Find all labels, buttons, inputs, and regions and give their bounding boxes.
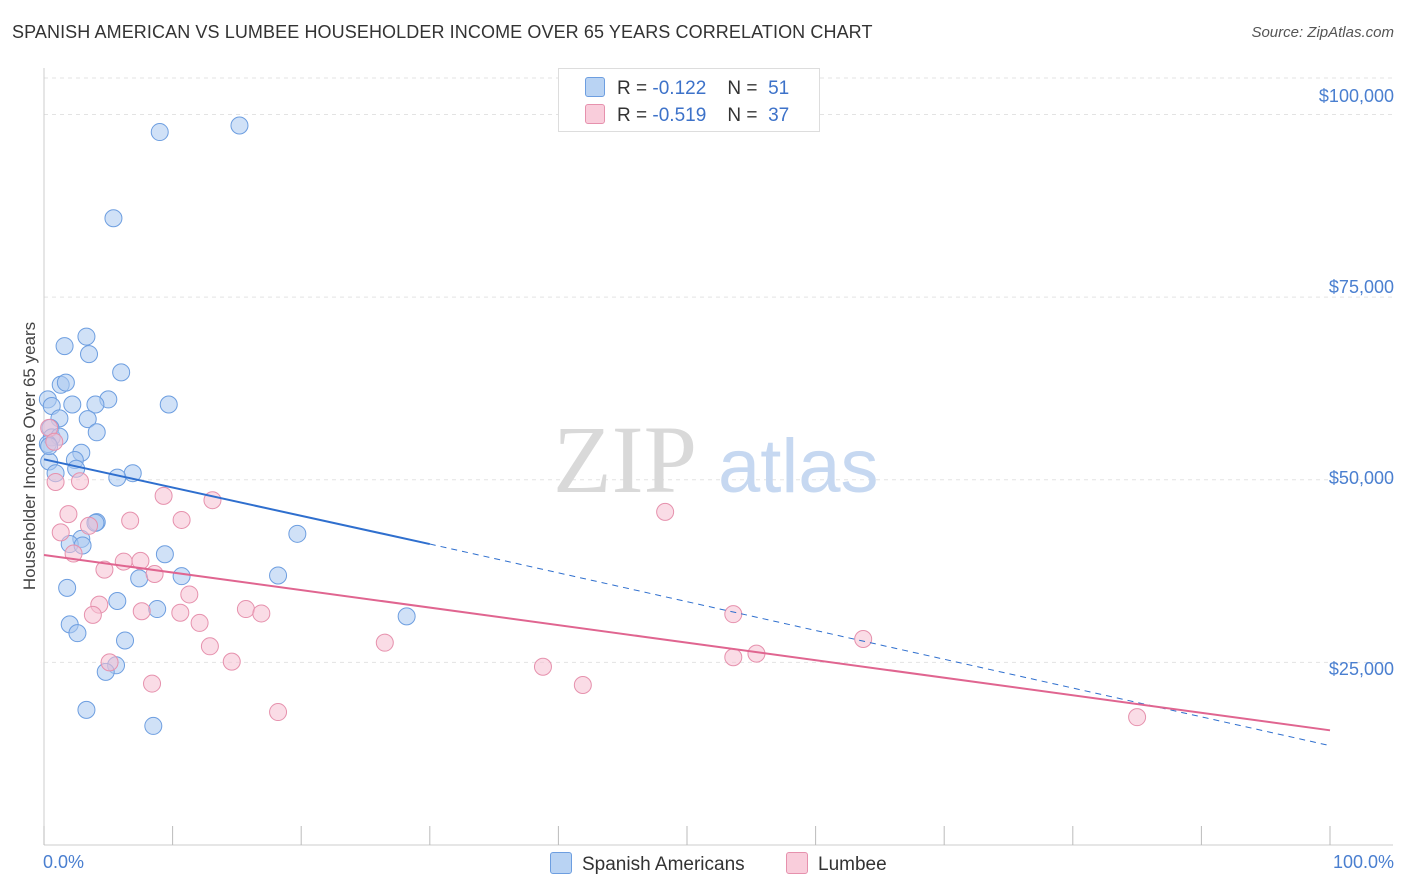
lumbee-point bbox=[222, 652, 241, 671]
lumbee-point bbox=[143, 674, 162, 693]
spanish-american-point bbox=[63, 395, 82, 414]
lumbee-point bbox=[252, 604, 271, 623]
spanish-american-point bbox=[56, 373, 75, 392]
stats-legend: R = -0.122 N = 51 R = -0.519 N = 37 bbox=[558, 68, 820, 132]
y-tick-label: $75,000 bbox=[1328, 277, 1394, 297]
watermark-zip: ZIP bbox=[553, 406, 697, 513]
spanish-american-point bbox=[58, 578, 77, 597]
spanish-american-point bbox=[86, 395, 105, 414]
x-tick-label-min: 0.0% bbox=[43, 852, 85, 872]
legend-swatch-pink bbox=[786, 852, 808, 874]
bottom-legend-lumbee: Lumbee bbox=[786, 852, 887, 876]
legend-row-spanish-americans: R = -0.122 N = 51 bbox=[585, 77, 789, 100]
chart-source: Source: ZipAtlas.com bbox=[1251, 24, 1394, 41]
spanish-american-point bbox=[55, 337, 74, 356]
lumbee-point bbox=[59, 505, 78, 524]
lumbee-point bbox=[375, 633, 394, 652]
spanish-american-point bbox=[77, 327, 96, 346]
spanish-american-point bbox=[68, 624, 87, 643]
lumbee-point bbox=[180, 585, 199, 604]
y-tick-label: $100,000 bbox=[1318, 86, 1394, 106]
lumbee-point bbox=[724, 605, 743, 624]
spanish-american-trend-extension bbox=[429, 543, 1331, 747]
lumbee-point bbox=[46, 472, 65, 491]
spanish-american-point bbox=[87, 423, 106, 442]
spanish-american-point bbox=[172, 567, 191, 586]
n-value: 51 bbox=[768, 78, 790, 99]
lumbee-point bbox=[533, 657, 552, 676]
x-tick-label-max: 100.0% bbox=[1332, 852, 1394, 872]
spanish-american-point bbox=[269, 566, 288, 585]
lumbee-point bbox=[190, 613, 209, 632]
lumbee-point bbox=[145, 564, 164, 583]
lumbee-point bbox=[656, 502, 675, 521]
r-value: -0.519 bbox=[652, 105, 707, 126]
spanish-american-point bbox=[77, 700, 96, 719]
y-tick-label: $25,000 bbox=[1328, 659, 1394, 679]
spanish-american-point bbox=[80, 345, 99, 364]
chart-title: SPANISH AMERICAN VS LUMBEE HOUSEHOLDER I… bbox=[12, 22, 873, 42]
spanish-american-point bbox=[78, 410, 97, 429]
bottom-legend-spanish-americans: Spanish Americans bbox=[550, 852, 745, 876]
lumbee-point bbox=[1128, 708, 1147, 727]
legend-row-lumbee: R = -0.519 N = 37 bbox=[585, 104, 789, 127]
legend-swatch-blue bbox=[585, 77, 605, 97]
lumbee-point bbox=[171, 603, 190, 622]
legend-swatch-pink bbox=[585, 104, 605, 124]
lumbee-point bbox=[83, 605, 102, 624]
spanish-american-point bbox=[155, 545, 174, 564]
lumbee-point bbox=[854, 630, 873, 649]
lumbee-point bbox=[51, 523, 70, 542]
lumbee-point bbox=[236, 600, 255, 619]
spanish-american-point bbox=[144, 716, 163, 735]
lumbee-point bbox=[573, 676, 592, 695]
lumbee-point bbox=[269, 703, 288, 722]
spanish-american-point bbox=[104, 209, 123, 228]
lumbee-point bbox=[121, 511, 140, 530]
lumbee-trend-line bbox=[43, 554, 1331, 732]
lumbee-point bbox=[45, 432, 64, 451]
lumbee-point bbox=[100, 653, 119, 672]
spanish-american-point bbox=[288, 524, 307, 543]
spanish-american-point bbox=[397, 607, 416, 626]
lumbee-point bbox=[724, 648, 743, 667]
spanish-american-point bbox=[116, 631, 135, 650]
y-tick-label: $50,000 bbox=[1328, 468, 1394, 488]
n-value: 37 bbox=[768, 105, 790, 126]
lumbee-point bbox=[132, 602, 151, 621]
spanish-american-point bbox=[130, 569, 149, 588]
spanish-american-point bbox=[148, 600, 167, 619]
spanish-american-point bbox=[230, 116, 249, 135]
lumbee-point bbox=[200, 637, 219, 656]
lumbee-point bbox=[95, 560, 114, 579]
spanish-american-point bbox=[159, 395, 178, 414]
spanish-american-point bbox=[112, 363, 131, 382]
r-value: -0.122 bbox=[652, 78, 707, 99]
legend-swatch-blue bbox=[550, 852, 572, 874]
lumbee-point bbox=[71, 472, 90, 491]
lumbee-point bbox=[80, 516, 99, 535]
lumbee-point bbox=[154, 486, 173, 505]
lumbee-point bbox=[131, 551, 150, 570]
spanish-american-point bbox=[150, 123, 169, 142]
watermark-atlas: atlas bbox=[718, 424, 879, 509]
lumbee-point bbox=[172, 510, 191, 529]
spanish-american-trend-line bbox=[43, 458, 431, 546]
spanish-american-point bbox=[108, 592, 127, 611]
